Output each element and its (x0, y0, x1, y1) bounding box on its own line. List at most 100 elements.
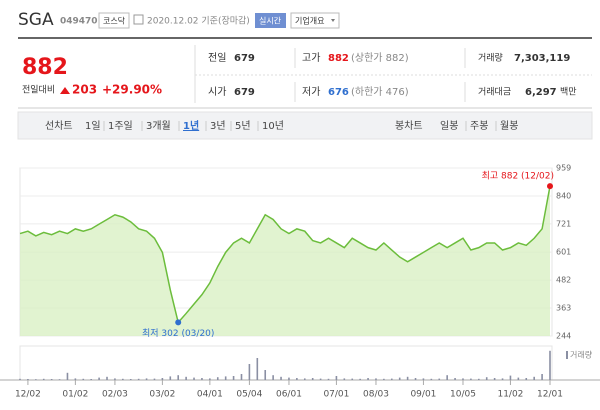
y-tick-label: 959 (556, 164, 571, 173)
date: 2020.12.02 기준(장마감) (147, 15, 250, 27)
x-tick-label: 12/02 (15, 390, 41, 400)
realtime[interactable]: 실시간 (259, 16, 282, 26)
period-tab[interactable]: 1주일 (108, 120, 133, 132)
volume-bar (193, 377, 195, 380)
volume-bar (216, 377, 219, 380)
volume-bar (248, 364, 251, 380)
volume-bar (398, 377, 401, 380)
period-tab[interactable]: 3년 (210, 120, 226, 132)
volume-bar (438, 378, 441, 380)
volume-bar (383, 378, 385, 380)
volume-bar (90, 379, 92, 380)
tab-group-label: 봉차트 (395, 120, 423, 132)
quote-value: 882 (328, 53, 349, 64)
stock-code: 049470 (60, 17, 98, 27)
calendar-icon (133, 14, 144, 25)
volume-bar (509, 375, 512, 380)
volume-bar (129, 379, 132, 380)
volume-bar (201, 378, 203, 380)
x-tick-label: 05/04 (236, 390, 262, 400)
change-pct: +29.90% (102, 83, 162, 97)
volume-bar (280, 376, 282, 380)
quote-label: 전일 (208, 52, 226, 64)
x-tick-label: 08/03 (363, 390, 389, 400)
x-tick-label: 07/01 (323, 390, 349, 400)
x-tick-label: 06/01 (276, 390, 302, 400)
candle-tab[interactable]: 일봉 (440, 120, 458, 132)
quote-value: 676 (328, 87, 349, 98)
volume-bar (446, 375, 448, 380)
volume-bar (533, 376, 535, 380)
quote-note: (상한가 882) (351, 52, 409, 64)
min-label: 최저 302 (03/20) (142, 328, 214, 339)
volume-bar (303, 378, 306, 380)
price-line (19, 185, 551, 324)
min-point (175, 319, 182, 326)
volume-bar (288, 377, 290, 380)
overview[interactable]: 기업개요 (295, 16, 324, 26)
volume-bar (319, 378, 322, 380)
stock-name: SGA (18, 10, 54, 30)
volume-bar (549, 350, 551, 380)
volume-bar (478, 378, 480, 380)
volume-bar (296, 378, 298, 380)
x-tick-label: 04/01 (197, 390, 223, 400)
volume-bar (470, 378, 472, 380)
volume-bar (58, 379, 61, 380)
x-tick-label: 10/05 (450, 390, 476, 400)
x-tick-label: 12/01 (537, 390, 563, 400)
quote-value: 679 (234, 87, 255, 98)
x-tick-label: 09/01 (410, 390, 436, 400)
volume-bar (42, 378, 45, 380)
volume-bar (501, 378, 504, 380)
volume-bar (375, 378, 377, 380)
volume-bar (232, 376, 235, 380)
period-tab[interactable]: 1년 (183, 119, 199, 132)
x-tick-label: 02/03 (102, 390, 128, 400)
volume-bar (177, 375, 180, 380)
volume-bar (169, 376, 172, 380)
volume-bar (327, 378, 330, 380)
volume-legend-icon (566, 351, 568, 359)
volume-bar (224, 376, 227, 380)
volume-bar (430, 378, 433, 380)
period-tab[interactable]: 10년 (262, 120, 284, 132)
volume-bar (462, 378, 464, 380)
volume-label: 거래량 (570, 350, 593, 360)
quote-note: (하한가 476) (351, 85, 409, 98)
period-tab[interactable]: 1일 (85, 120, 101, 132)
max-label: 최고 882 (12/02) (482, 171, 554, 182)
period-tab[interactable]: 5년 (235, 120, 251, 132)
period-tab[interactable]: 3개월 (146, 120, 171, 132)
volume-bar (422, 378, 425, 380)
x-tick-label: 11/02 (497, 390, 523, 400)
quote-label: 저가 (302, 86, 320, 98)
volume-bar (209, 378, 211, 380)
candle-tab[interactable]: 월봉 (500, 120, 518, 132)
volume-bar (525, 378, 528, 380)
up-icon (60, 87, 70, 94)
volume-bar (335, 376, 338, 380)
y-tick-label: 721 (556, 219, 571, 228)
volume-bar (264, 370, 267, 380)
candle-tab[interactable]: 주봉 (470, 120, 488, 132)
volume-bar (256, 358, 259, 380)
volume-bar (272, 375, 274, 380)
max-point (547, 183, 553, 190)
volume-bar (454, 378, 456, 380)
market: 코스닥 (103, 16, 126, 26)
overview-button[interactable] (290, 12, 340, 29)
realtime-badge[interactable] (255, 13, 286, 28)
y-tick-label: 244 (556, 332, 571, 341)
volume-bar (541, 374, 543, 380)
plot: 959 840 721 601 482 363 244 12/02 01/02 02/03 03/0… (15, 164, 571, 400)
volume-bar (27, 379, 29, 380)
x-tick-label: 01/02 (62, 390, 88, 400)
volume-bar (122, 378, 124, 380)
volume-bar (351, 378, 354, 380)
x-tick-label: 03/02 (149, 390, 175, 400)
volume-bar (240, 374, 243, 380)
volume-bar (50, 379, 53, 380)
volume-bar (493, 378, 496, 380)
dropdown-icon (331, 19, 335, 22)
